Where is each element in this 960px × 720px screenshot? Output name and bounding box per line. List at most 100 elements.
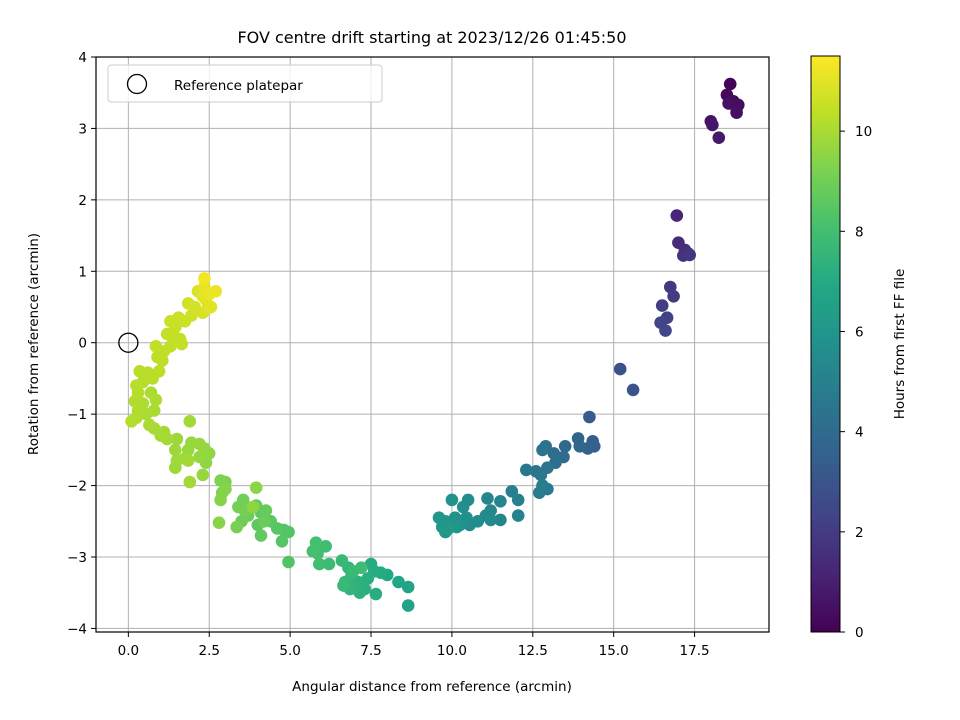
data-point <box>125 415 138 428</box>
data-point <box>536 443 549 457</box>
data-point <box>401 599 415 612</box>
data-point <box>214 493 227 507</box>
data-point <box>147 404 161 417</box>
x-tick-label: 12.5 <box>518 643 548 659</box>
data-point <box>484 513 498 527</box>
legend-box <box>107 64 383 103</box>
data-point <box>319 540 333 553</box>
colorbar-tick-label: 10 <box>855 124 872 140</box>
data-point <box>337 579 350 592</box>
y-axis-ticks: −4 −3 −2 −1 0 1 2 3 4 <box>67 50 96 637</box>
colorbar-tick-label: 2 <box>855 525 864 541</box>
data-point <box>730 106 743 119</box>
data-point <box>722 97 735 110</box>
data-point <box>209 285 222 298</box>
x-axis-label: Angular distance from reference (arcmin) <box>292 679 572 695</box>
data-point <box>130 379 143 392</box>
data-point <box>230 520 243 534</box>
grid-lines <box>96 56 769 632</box>
data-point <box>149 340 163 353</box>
data-point <box>170 432 184 446</box>
data-point <box>456 500 470 514</box>
data-point <box>520 463 533 477</box>
colorbar <box>810 55 841 633</box>
data-point <box>196 468 210 482</box>
x-axis-ticks: 0.0 2.5 5.0 7.5 10.0 12.5 15.0 17.5 <box>118 632 710 659</box>
data-point <box>369 587 383 601</box>
data-point <box>583 410 596 424</box>
data-point <box>613 362 627 376</box>
data-point <box>511 493 525 507</box>
data-point <box>282 555 295 569</box>
y-tick-label: 3 <box>78 121 87 137</box>
data-point <box>655 299 669 312</box>
data-point <box>659 324 672 337</box>
data-points <box>125 77 745 612</box>
data-point <box>254 529 268 542</box>
x-tick-label: 17.5 <box>680 643 710 659</box>
data-point <box>547 447 561 460</box>
data-point <box>723 77 737 91</box>
data-point <box>169 443 182 457</box>
data-point <box>164 340 177 353</box>
reference-platepar-point <box>118 332 139 353</box>
data-point <box>193 450 206 464</box>
x-tick-label: 15.0 <box>599 643 629 659</box>
plot-frame <box>95 56 770 633</box>
data-point <box>626 383 640 397</box>
legend: Reference platepar <box>107 64 383 103</box>
data-point <box>448 511 462 524</box>
data-point <box>258 515 271 528</box>
x-tick-label: 10.0 <box>437 643 467 659</box>
data-point <box>683 248 696 262</box>
data-point <box>481 492 494 505</box>
data-point <box>494 495 507 508</box>
data-point <box>361 572 375 585</box>
data-point <box>558 440 572 453</box>
data-point <box>259 504 273 517</box>
data-point <box>505 485 519 498</box>
colorbar-ticks: 0 2 4 6 8 10 <box>840 124 872 641</box>
data-point <box>198 272 211 285</box>
colorbar-tick-label: 8 <box>855 224 864 240</box>
data-point <box>511 509 525 522</box>
colorbar-tick-label: 6 <box>855 324 864 340</box>
data-point <box>175 337 188 351</box>
x-tick-label: 7.5 <box>360 643 381 659</box>
data-point <box>536 479 549 492</box>
data-point <box>246 500 260 514</box>
data-point <box>144 386 158 400</box>
data-point <box>143 418 156 432</box>
data-point <box>152 365 166 378</box>
data-point <box>401 580 415 594</box>
colorbar-tick-label: 0 <box>855 625 864 641</box>
legend-reference-marker <box>126 73 148 95</box>
y-tick-label: 4 <box>78 50 87 66</box>
data-point <box>219 482 232 496</box>
data-point <box>212 516 226 529</box>
data-point <box>204 300 218 314</box>
data-point <box>706 118 719 132</box>
data-point <box>712 131 726 144</box>
chart-title: FOV centre drift starting at 2023/12/26 … <box>237 28 626 47</box>
y-tick-label: 1 <box>78 264 87 280</box>
y-tick-label: 0 <box>78 336 87 352</box>
data-point <box>392 575 405 589</box>
x-tick-label: 5.0 <box>279 643 300 659</box>
y-axis-label: Rotation from reference (arcmin) <box>26 233 42 455</box>
data-point <box>667 290 680 303</box>
colorbar-tick-label: 4 <box>855 425 864 441</box>
y-tick-label: −2 <box>67 479 87 495</box>
data-point <box>183 475 197 489</box>
data-point <box>534 468 548 482</box>
reference-marker <box>118 332 139 353</box>
data-point <box>442 522 456 535</box>
data-point <box>322 557 336 571</box>
colorbar-label: Hours from first FF file <box>892 269 908 420</box>
data-point <box>249 481 263 495</box>
y-tick-label: −3 <box>67 550 87 566</box>
data-point <box>181 454 195 467</box>
data-point <box>156 354 169 367</box>
x-tick-label: 2.5 <box>199 643 220 659</box>
